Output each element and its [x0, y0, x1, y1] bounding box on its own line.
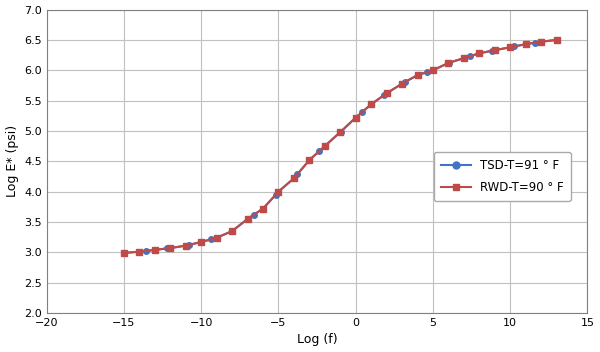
RWD-T=90 ° F: [213, 235, 220, 240]
RWD-T=90 ° F: [259, 207, 266, 211]
RWD-T=90 ° F: [321, 144, 328, 148]
X-axis label: Log (f): Log (f): [297, 333, 337, 346]
RWD-T=90 ° F: [506, 45, 514, 49]
RWD-T=90 ° F: [460, 56, 467, 60]
RWD-T=90 ° F: [136, 250, 143, 254]
TSD-T=91 ° F: [493, 48, 500, 52]
RWD-T=90 ° F: [445, 61, 452, 65]
RWD-T=90 ° F: [383, 91, 390, 95]
RWD-T=90 ° F: [151, 248, 158, 252]
RWD-T=90 ° F: [553, 38, 560, 42]
Y-axis label: Log E* (psi): Log E* (psi): [5, 125, 19, 197]
RWD-T=90 ° F: [167, 246, 174, 250]
TSD-T=91 ° F: [121, 251, 128, 255]
RWD-T=90 ° F: [290, 176, 298, 180]
TSD-T=91 ° F: [448, 60, 455, 64]
Line: RWD-T=90 ° F: RWD-T=90 ° F: [121, 37, 560, 256]
TSD-T=91 ° F: [553, 38, 560, 42]
TSD-T=91 ° F: [396, 83, 403, 87]
RWD-T=90 ° F: [337, 130, 344, 134]
RWD-T=90 ° F: [306, 158, 313, 162]
TSD-T=91 ° F: [371, 99, 379, 103]
TSD-T=91 ° F: [383, 91, 390, 95]
TSD-T=91 ° F: [147, 248, 154, 252]
RWD-T=90 ° F: [182, 244, 190, 248]
RWD-T=90 ° F: [197, 240, 205, 244]
RWD-T=90 ° F: [275, 189, 282, 194]
RWD-T=90 ° F: [522, 42, 529, 46]
RWD-T=90 ° F: [538, 40, 545, 44]
RWD-T=90 ° F: [398, 82, 406, 86]
RWD-T=90 ° F: [121, 251, 128, 255]
RWD-T=90 ° F: [476, 51, 483, 55]
RWD-T=90 ° F: [491, 48, 499, 52]
RWD-T=90 ° F: [229, 229, 236, 233]
Line: TSD-T=91 ° F: TSD-T=91 ° F: [121, 37, 559, 256]
RWD-T=90 ° F: [352, 115, 359, 120]
RWD-T=90 ° F: [244, 217, 251, 221]
RWD-T=90 ° F: [368, 102, 375, 106]
RWD-T=90 ° F: [414, 73, 421, 77]
RWD-T=90 ° F: [430, 68, 437, 73]
Legend: TSD-T=91 ° F, RWD-T=90 ° F: TSD-T=91 ° F, RWD-T=90 ° F: [434, 152, 571, 201]
